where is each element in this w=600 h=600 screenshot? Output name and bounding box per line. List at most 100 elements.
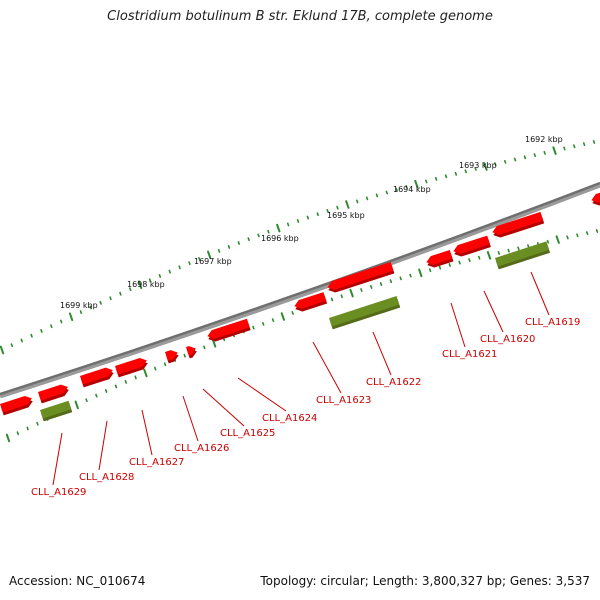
gene-arrow-body <box>591 192 600 203</box>
gene-arrow-body <box>186 346 196 356</box>
minor-tick <box>405 184 408 189</box>
minor-tick <box>154 366 157 371</box>
rna-feature <box>329 296 401 330</box>
minor-tick <box>336 205 339 210</box>
gene-arrow <box>426 249 454 268</box>
major-tick <box>483 162 488 171</box>
minor-tick <box>257 233 260 238</box>
leader-line <box>450 302 466 348</box>
minor-tick <box>428 268 432 273</box>
gene-label-cll-a1623[interactable]: CLL_A1623 <box>316 395 371 406</box>
gene-arrow <box>453 235 491 257</box>
gene-arrow-body <box>207 318 250 339</box>
leader-line <box>237 377 287 412</box>
minor-tick <box>330 297 334 302</box>
gene-arrow-body <box>80 367 113 385</box>
gene-label-cll-a1627[interactable]: CLL_A1627 <box>129 457 184 468</box>
minor-tick <box>595 229 599 233</box>
gene-label-cll-a1629[interactable]: CLL_A1629 <box>31 487 86 498</box>
leader-line <box>530 271 550 316</box>
leader-line <box>202 388 245 427</box>
gene-label-cll-a1626[interactable]: CLL_A1626 <box>174 443 229 454</box>
minor-tick <box>533 153 536 158</box>
scale-label-1692: 1692 kbp <box>525 135 563 144</box>
gene-label-cll-a1625[interactable]: CLL_A1625 <box>220 428 275 439</box>
minor-tick <box>425 179 428 184</box>
minor-tick <box>20 338 23 343</box>
leader-line <box>372 331 392 376</box>
gene-label-cll-a1624[interactable]: CLL_A1624 <box>262 413 317 424</box>
minor-tick <box>478 255 481 260</box>
minor-tick <box>448 263 451 268</box>
gene-label-cll-a1619[interactable]: CLL_A1619 <box>525 317 580 328</box>
minor-tick <box>203 345 206 350</box>
minor-tick <box>379 282 383 286</box>
minor-tick <box>513 157 517 162</box>
rna-feature-body <box>329 296 400 327</box>
gene-arrow <box>327 261 395 293</box>
gene-arrow <box>0 395 33 416</box>
major-tick <box>68 312 74 322</box>
leader-line <box>182 395 199 442</box>
minor-tick <box>26 426 29 431</box>
minor-tick <box>124 379 127 384</box>
rna-feature <box>40 400 73 422</box>
gene-arrow <box>80 367 114 388</box>
minor-tick <box>375 193 379 198</box>
scale-label-1695: 1695 kbp <box>327 211 365 220</box>
minor-tick <box>566 235 569 240</box>
gene-arrow <box>492 211 545 238</box>
scale-labels: 1699 kbp 1698 kbp 1697 kbp 1696 kbp 1695… <box>60 135 563 310</box>
minor-tick <box>163 362 167 367</box>
gene-arrow <box>115 357 148 378</box>
scale-label-1696: 1696 kbp <box>261 234 299 243</box>
scale-label-1699: 1699 kbp <box>60 301 98 310</box>
scale-label-1693: 1693 kbp <box>459 161 497 170</box>
gene-label-cll-a1621[interactable]: CLL_A1621 <box>442 349 497 360</box>
minor-tick <box>188 261 191 266</box>
minor-tick <box>178 265 181 270</box>
gene-arrow-body <box>294 292 327 309</box>
gene-label-cll-a1622[interactable]: CLL_A1622 <box>366 377 421 388</box>
minor-tick <box>399 276 402 281</box>
major-tick <box>280 312 286 321</box>
minor-tick <box>129 287 132 292</box>
minor-tick <box>217 248 221 253</box>
minor-tick <box>444 174 448 179</box>
major-tick <box>486 251 492 260</box>
gene-arrow <box>165 350 179 364</box>
minor-tick <box>60 319 63 324</box>
minor-tick <box>168 269 171 274</box>
major-tick <box>552 146 557 155</box>
gene-features <box>0 192 600 416</box>
minor-tick <box>36 421 39 426</box>
minor-tick <box>517 246 520 251</box>
gene-label-cll-a1620[interactable]: CLL_A1620 <box>480 334 535 345</box>
minor-tick <box>454 171 458 176</box>
minor-tick <box>504 159 507 164</box>
minor-tick <box>158 274 162 278</box>
major-tick <box>207 250 212 260</box>
minor-tick <box>365 196 369 201</box>
gene-labels: CLL_A1629 CLL_A1628 CLL_A1627 CLL_A1626 … <box>31 317 580 498</box>
major-tick <box>418 268 423 278</box>
rna-features <box>40 241 551 422</box>
minor-tick <box>326 208 329 213</box>
minor-tick <box>271 318 275 323</box>
minor-tick <box>507 248 510 253</box>
minor-tick <box>198 257 201 261</box>
minor-tick <box>114 384 118 389</box>
gene-arrow <box>38 384 69 404</box>
gene-arrow-body <box>426 249 453 265</box>
gene-arrow-body <box>38 384 68 401</box>
minor-tick <box>10 343 14 348</box>
upper-tick-track <box>0 140 596 355</box>
major-tick <box>349 288 354 298</box>
backbone <box>0 181 600 396</box>
minor-tick <box>340 294 343 299</box>
minor-tick <box>543 150 546 155</box>
gene-label-cll-a1628[interactable]: CLL_A1628 <box>79 472 134 483</box>
backbone-shadow <box>0 182 600 399</box>
minor-tick <box>409 273 412 278</box>
